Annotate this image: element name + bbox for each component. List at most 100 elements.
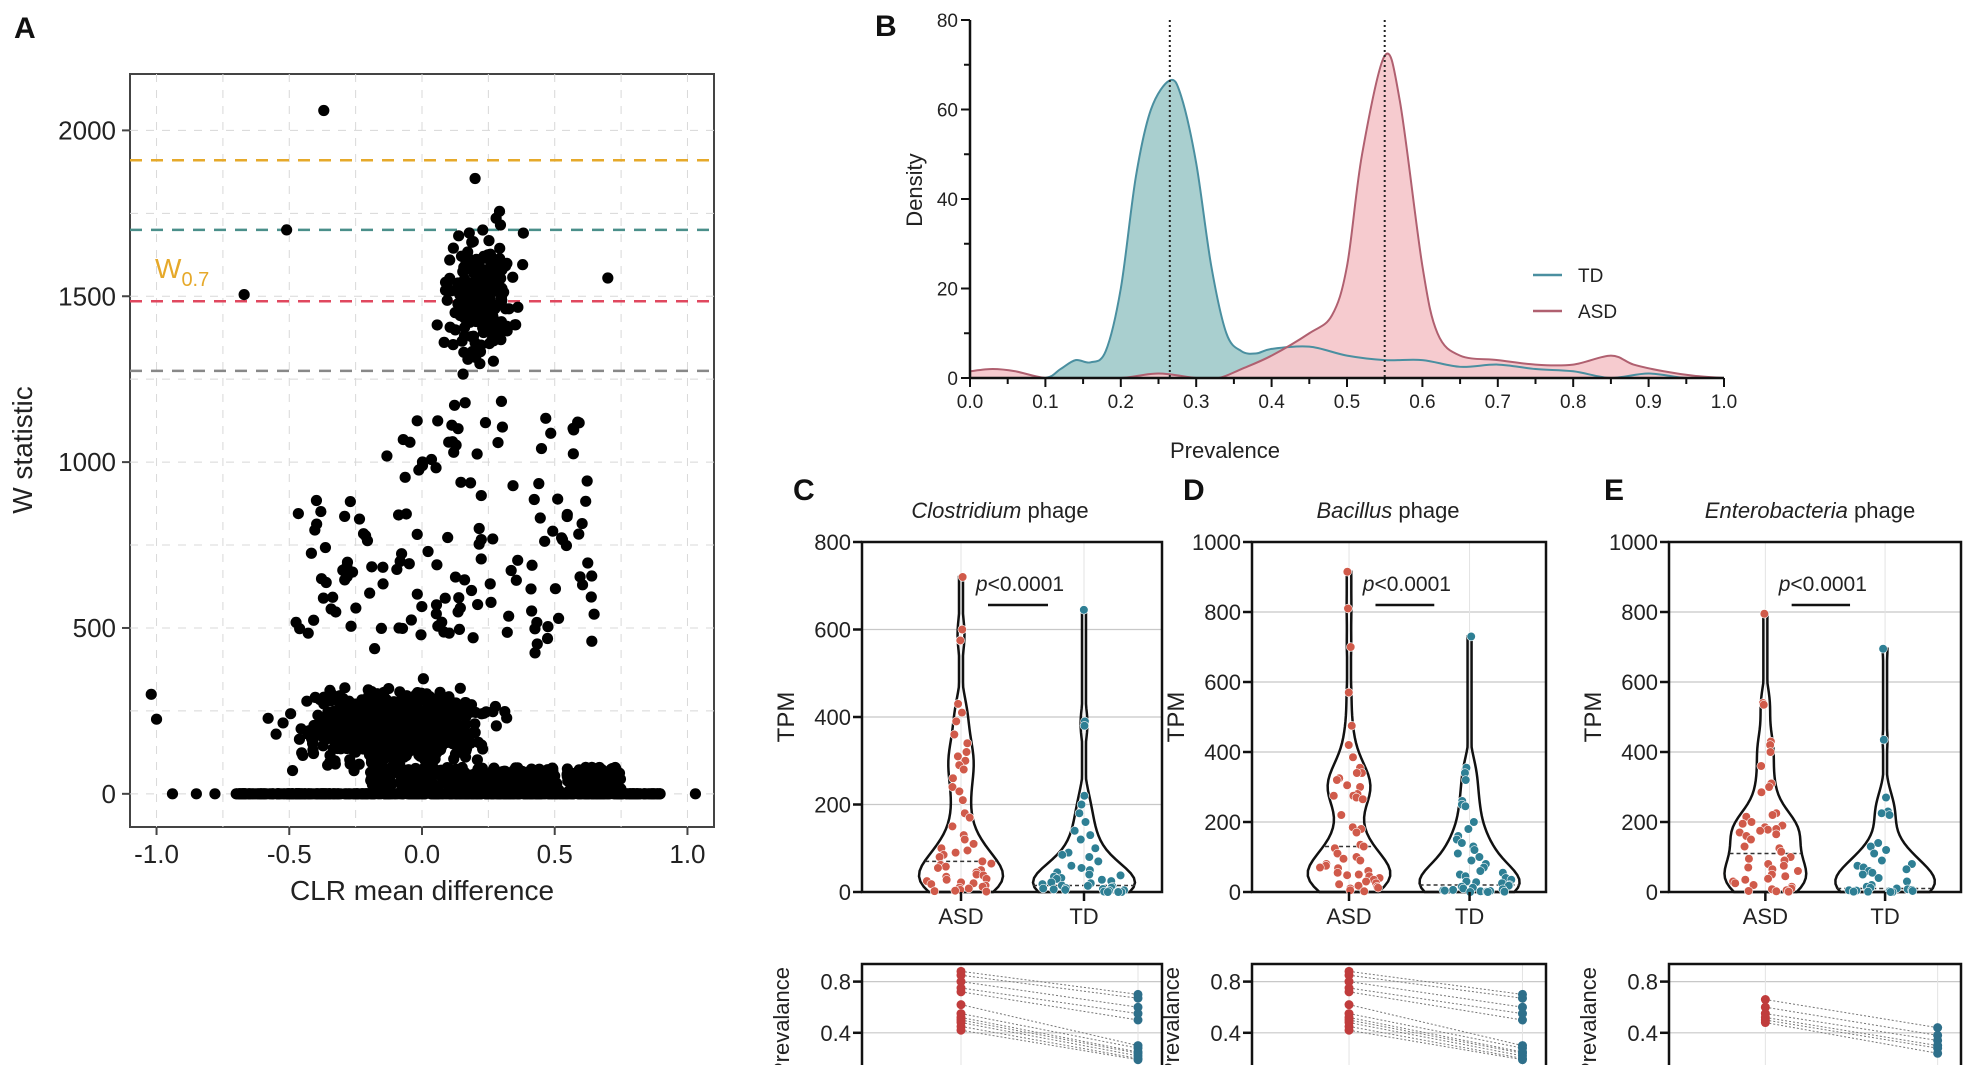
- data-point-td: [1076, 863, 1087, 873]
- prevalence-point-td: [1133, 1002, 1143, 1012]
- data-point-td: [1090, 843, 1100, 853]
- data-point: [345, 701, 357, 713]
- data-point: [444, 254, 456, 266]
- data-point: [516, 765, 528, 777]
- data-point-td: [1474, 852, 1484, 862]
- data-point: [332, 695, 344, 707]
- y-tick-label: 600: [1204, 670, 1241, 695]
- prevalence-pair-line: [1765, 999, 1938, 1029]
- data-point-asd: [1793, 866, 1803, 876]
- data-point: [355, 696, 367, 708]
- prevalence-point-asd: [1344, 970, 1354, 980]
- prevalence-pair-line: [960, 1016, 1139, 1053]
- data-point-asd: [1755, 826, 1765, 836]
- data-point: [449, 307, 461, 319]
- y-tick-label: 1500: [58, 281, 116, 311]
- data-point: [549, 583, 562, 595]
- prevalence-frame: [1667, 962, 1963, 1065]
- panel-label-d: D: [1183, 474, 1205, 507]
- data-point-td: [1873, 838, 1883, 848]
- data-point-td: [1848, 887, 1859, 897]
- data-point-td: [1084, 852, 1094, 862]
- data-point: [383, 682, 395, 695]
- asd-density-fill: [970, 53, 1724, 378]
- data-point-td: [1074, 808, 1084, 818]
- y-tick-label: 200: [1204, 810, 1241, 835]
- data-point-asd: [1767, 810, 1778, 820]
- title-suffix: phage: [1021, 498, 1088, 523]
- data-point: [615, 783, 627, 795]
- data-point: [377, 561, 389, 573]
- data-point: [425, 453, 438, 466]
- data-point-asd: [950, 886, 960, 896]
- x-tick-label: 1.0: [669, 839, 705, 869]
- data-point-asd: [1738, 819, 1748, 829]
- data-point: [364, 736, 376, 748]
- x-tick-label: TD: [1870, 904, 1899, 929]
- data-point: [540, 412, 552, 424]
- data-point: [417, 673, 429, 685]
- w07-sub: 0.7: [181, 269, 209, 291]
- data-point: [438, 336, 450, 348]
- data-point: [481, 776, 493, 788]
- data-point: [362, 684, 374, 696]
- data-point: [378, 781, 391, 793]
- data-point: [459, 785, 471, 797]
- data-point: [449, 571, 462, 583]
- panel-e-violin: Enterobacteria phage 0 200 400 600 800 1000 TPM…: [1576, 498, 1963, 1065]
- prevalence-pair-line: [1765, 1019, 1938, 1049]
- data-point-td: [1079, 791, 1089, 801]
- data-point: [579, 767, 592, 779]
- data-point: [458, 321, 471, 334]
- data-point-td: [1070, 826, 1080, 836]
- prevalence-pair-line: [960, 987, 1139, 1015]
- data-point: [399, 741, 412, 753]
- data-point: [484, 578, 496, 590]
- data-point: [531, 638, 543, 650]
- data-point: [494, 242, 506, 254]
- data-point-asd: [977, 856, 987, 866]
- prevalence-point-td: [1933, 1023, 1943, 1033]
- data-point: [424, 729, 436, 741]
- data-point: [353, 711, 365, 724]
- data-point: [190, 788, 202, 800]
- data-point: [420, 707, 432, 719]
- data-point: [449, 324, 461, 336]
- data-point: [487, 355, 499, 367]
- data-point-asd: [1359, 886, 1369, 896]
- data-point: [318, 698, 330, 710]
- legend-td-label: TD: [1578, 266, 1603, 287]
- prevalence-pair-line: [960, 1029, 1139, 1061]
- data-point: [689, 788, 702, 800]
- prevalence-frame: [860, 962, 1164, 1065]
- data-point: [439, 592, 451, 604]
- y-tick-label: 600: [1621, 670, 1658, 695]
- data-point-td: [1076, 799, 1087, 810]
- data-point-asd: [1338, 854, 1349, 864]
- data-point-asd: [981, 886, 991, 897]
- panel-title: Enterobacteria phage: [1705, 498, 1915, 523]
- data-point-td: [1901, 864, 1912, 874]
- data-point-td: [1079, 605, 1089, 615]
- y-tick-label: 2000: [58, 115, 116, 145]
- x-tick-label: 0.7: [1485, 392, 1511, 413]
- data-point: [453, 623, 466, 636]
- data-point: [363, 749, 376, 761]
- prevalence-pair-line: [960, 1013, 1139, 1049]
- prevalence-pair-line: [1348, 1029, 1523, 1061]
- data-point: [535, 442, 548, 455]
- x-tick-label: 0.2: [1108, 392, 1134, 413]
- data-point: [262, 712, 274, 724]
- data-point: [475, 339, 487, 351]
- prevalence-point-td: [1517, 1055, 1527, 1065]
- p-symbol: p: [1778, 573, 1791, 596]
- data-point: [473, 522, 485, 535]
- data-point: [339, 682, 351, 694]
- data-point: [293, 733, 306, 745]
- data-point: [416, 601, 428, 613]
- x-tick-label: 0.9: [1635, 392, 1661, 413]
- data-point-asd: [1346, 642, 1356, 652]
- data-point: [452, 298, 464, 310]
- data-point: [505, 564, 517, 577]
- prevalence-pair-line: [1348, 1016, 1523, 1053]
